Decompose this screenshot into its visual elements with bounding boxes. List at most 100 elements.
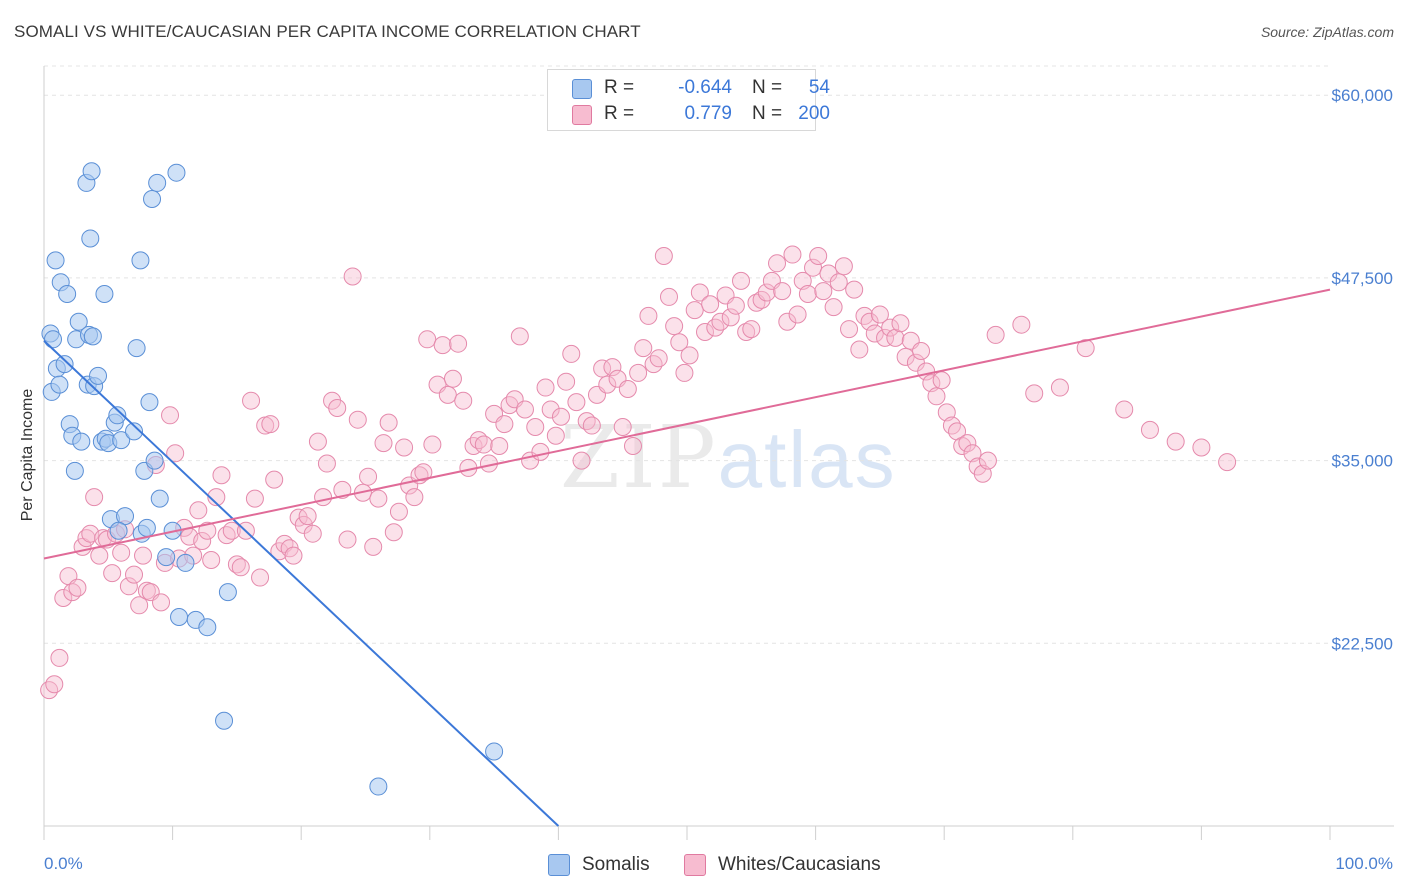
somali-point <box>131 251 150 270</box>
white-point <box>680 346 699 365</box>
somali-point <box>109 521 128 540</box>
white-point <box>829 273 848 292</box>
white-point <box>623 437 642 455</box>
somali-point <box>215 711 234 730</box>
white-point <box>364 537 383 556</box>
white-point <box>490 437 509 455</box>
white-point <box>644 355 663 374</box>
white-point <box>1012 315 1031 334</box>
watermark-atlas: atlas <box>717 415 897 504</box>
white-point <box>948 422 967 441</box>
white-point <box>202 551 221 569</box>
white-point <box>54 589 73 607</box>
somali-point <box>148 173 167 192</box>
white-point <box>161 406 180 425</box>
white-point <box>557 372 576 391</box>
somali-point <box>50 375 69 394</box>
white-point <box>265 470 284 489</box>
somali-point <box>140 393 159 412</box>
white-point <box>103 564 122 583</box>
white-point <box>670 333 689 352</box>
white-point <box>90 546 109 565</box>
legend-n-value: 200 <box>798 103 830 124</box>
somali-point <box>170 608 189 626</box>
white-point <box>886 328 905 347</box>
somali-point <box>137 518 156 537</box>
somali-point <box>108 406 127 425</box>
white-point <box>696 323 715 341</box>
white-point <box>369 489 388 508</box>
somali-point <box>83 327 102 346</box>
white-point <box>251 568 270 587</box>
somali-point <box>127 339 146 358</box>
white-point <box>40 681 59 700</box>
white-point <box>845 280 864 299</box>
legend-n-label: N = <box>752 103 783 124</box>
white-point <box>343 267 362 286</box>
bottom-legend-white-label: Whites/Caucasians <box>718 854 881 875</box>
white-point <box>134 546 153 565</box>
white-point <box>130 596 149 615</box>
white-point <box>515 400 534 419</box>
white-point <box>546 426 565 445</box>
somali-point <box>72 432 91 451</box>
white-point <box>870 305 889 324</box>
white-point <box>1140 420 1159 439</box>
white-point <box>474 435 493 454</box>
white-point <box>876 328 895 347</box>
bottom-legend-white: Whites/Caucasians <box>684 852 881 878</box>
bottom-legend-somali-label: Somalis <box>582 854 650 875</box>
white-point <box>834 257 853 276</box>
white-point <box>328 399 347 417</box>
white-point <box>603 358 622 377</box>
white-point <box>912 342 931 360</box>
legend-r-value: -0.644 <box>678 77 732 98</box>
white-point <box>531 442 550 461</box>
white-point <box>193 532 212 550</box>
white-point <box>395 438 414 457</box>
white-point <box>986 325 1005 344</box>
white-point <box>654 247 673 265</box>
white-trendline <box>43 288 1331 560</box>
white-point <box>405 488 424 507</box>
watermark-zip: ZIP <box>560 408 718 508</box>
white-point <box>649 349 668 368</box>
white-point <box>231 558 250 577</box>
white-point <box>721 308 740 327</box>
white-point <box>449 334 468 353</box>
somali-point <box>46 251 65 270</box>
white-point <box>536 378 555 397</box>
white-point <box>778 312 797 331</box>
somali-point <box>167 163 186 182</box>
white-point <box>1050 378 1069 397</box>
bottom-legend-somali: Somalis <box>548 852 650 878</box>
x-tick-label-min: 0.0% <box>44 854 83 873</box>
legend-n-label: N = <box>752 77 783 98</box>
somali-point <box>95 285 114 303</box>
white-point <box>953 437 972 455</box>
white-point <box>958 434 977 453</box>
white-point <box>414 463 433 482</box>
white-point <box>726 296 745 315</box>
legend-swatch-white <box>572 105 592 125</box>
white-point <box>567 393 586 412</box>
white-point <box>629 363 648 382</box>
white-point <box>348 410 367 429</box>
white-point <box>860 312 879 331</box>
white-point <box>551 407 570 426</box>
white-point <box>359 467 378 486</box>
white-point <box>742 320 761 339</box>
white-point <box>855 306 874 325</box>
stats-legend: R = -0.644 N = 54 R = 0.779 N = 200 <box>547 69 830 131</box>
white-point <box>639 306 658 325</box>
white-point <box>222 521 241 540</box>
white-point <box>798 285 817 303</box>
white-point <box>757 283 776 302</box>
somali-point <box>369 777 388 796</box>
white-point <box>207 488 226 507</box>
bottom-legend-swatch-somali <box>548 854 570 876</box>
white-point <box>261 415 280 434</box>
white-point <box>418 330 437 349</box>
somali-point <box>157 548 176 567</box>
somali-point <box>150 489 169 508</box>
